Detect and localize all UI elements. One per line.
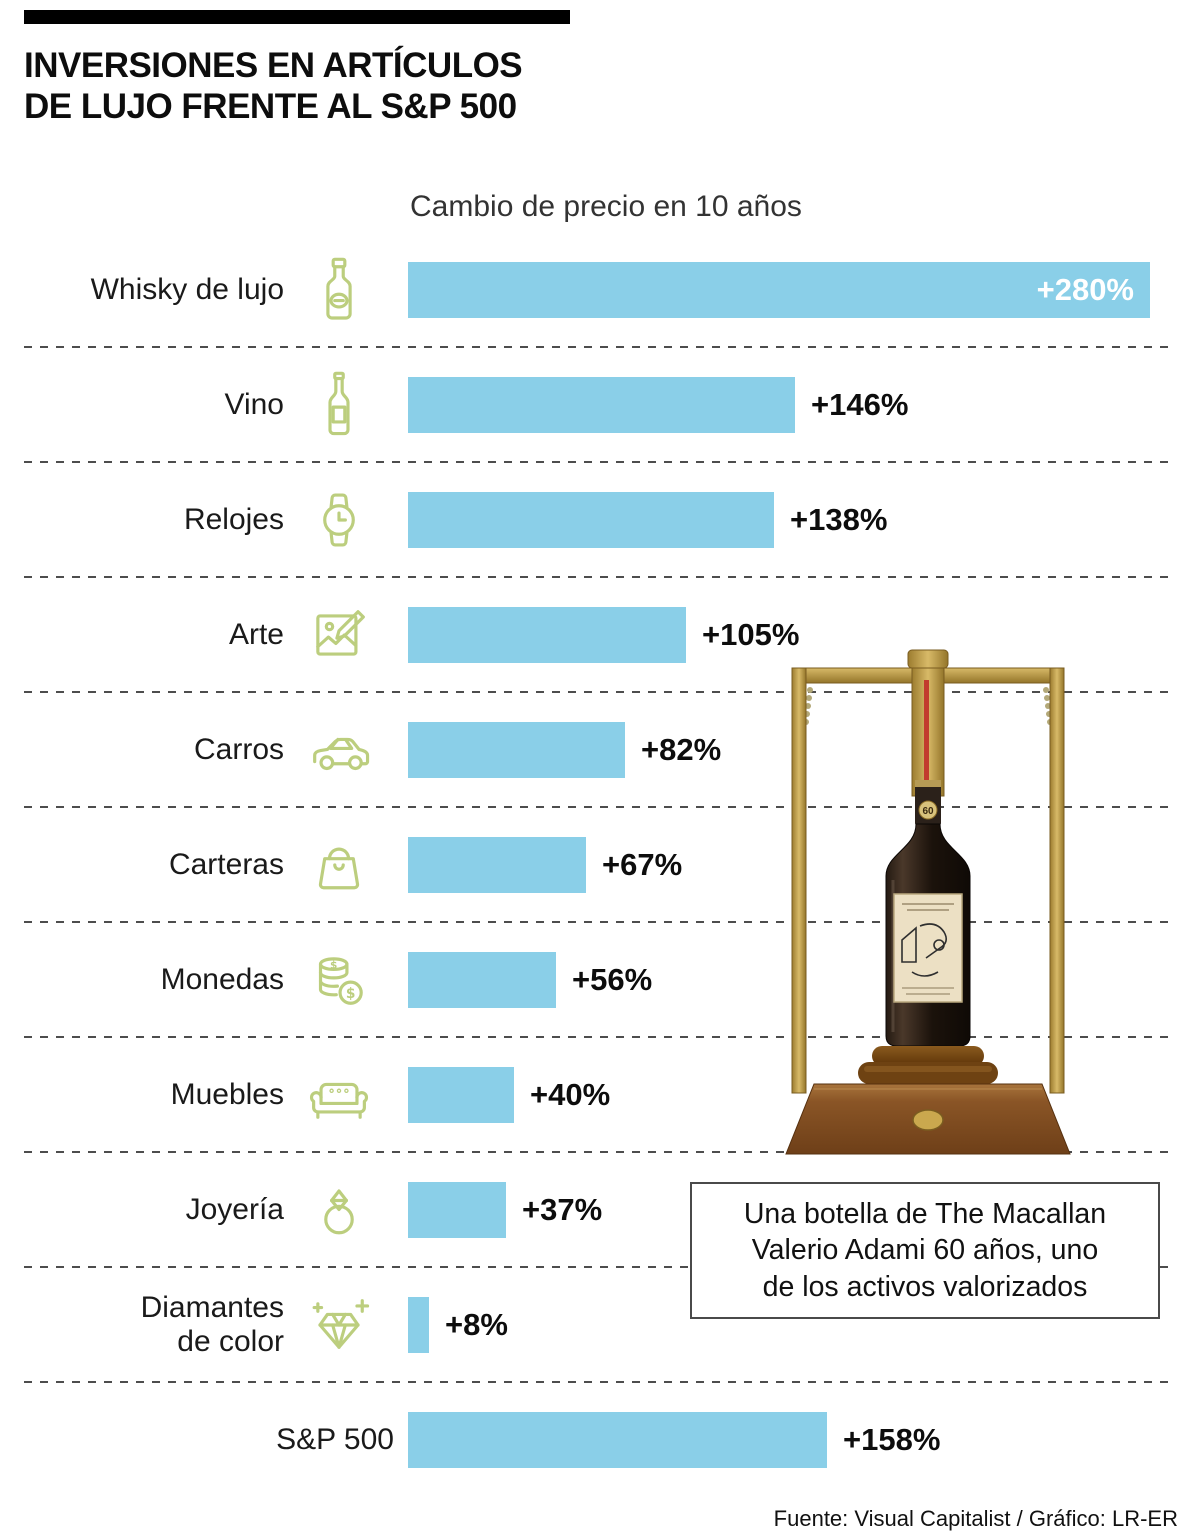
chart-row: S&P 500 +158% [0, 1382, 1200, 1497]
svg-text:$: $ [330, 959, 337, 971]
bar-value: +280% [1036, 271, 1134, 307]
art-picture-icon [284, 598, 394, 672]
bar [408, 951, 556, 1008]
chart-row: Carteras +67% [0, 807, 1200, 923]
coins-icon: $ $ [284, 943, 394, 1017]
chart-subtitle: Cambio de precio en 10 años [410, 190, 802, 223]
bar-value: +146% [811, 386, 909, 422]
base-plaque [912, 1109, 944, 1131]
bar [408, 376, 795, 433]
dashed-divider [24, 1036, 1176, 1038]
car-icon [284, 713, 394, 787]
category-label: Vino [224, 387, 284, 421]
sofa-icon [284, 1058, 394, 1132]
category-label: Monedas [160, 962, 284, 996]
category-label: Relojes [183, 502, 284, 536]
bar-chart: Whisky de lujo +280% Vino [0, 232, 1200, 1497]
chart-row: Arte +105% [0, 577, 1200, 693]
bar-value: +138% [790, 501, 888, 537]
caption-line-2: Valerio Adami 60 años, uno [751, 1234, 1099, 1267]
wine-bottle-icon [284, 368, 394, 442]
bar [408, 721, 625, 778]
photo-caption: Una botella de The Macallan Valerio Adam… [690, 1182, 1160, 1320]
bar-value: +56% [572, 961, 653, 997]
chart-row: Monedas $ $ +56% [0, 922, 1200, 1038]
chart-row: Carros +82% [0, 692, 1200, 808]
bar-value: +37% [522, 1191, 603, 1227]
bottle-label [893, 893, 963, 1003]
bar [408, 491, 774, 548]
caption-line-1: Una botella de The Macallan [743, 1198, 1107, 1230]
bar-value: +105% [702, 616, 800, 652]
bar-value: +67% [602, 846, 683, 882]
dashed-divider [24, 1381, 1176, 1383]
bar-value: +158% [843, 1421, 941, 1457]
chart-row: Vino +146% [0, 347, 1200, 463]
bar [408, 1181, 506, 1238]
category-label: Whisky de lujo [90, 272, 284, 306]
page-title-line-1: INVERSIONES EN ARTÍCULOS [24, 46, 523, 85]
wooden-base [785, 1083, 1071, 1155]
diamond-icon [284, 1288, 394, 1362]
bar [408, 1296, 429, 1353]
chart-row: Relojes +138% [0, 462, 1200, 578]
brass-frame [791, 649, 1065, 1094]
wristwatch-icon [284, 483, 394, 557]
dashed-divider [24, 1266, 1176, 1268]
bar: +280% [408, 261, 1150, 318]
page-title: INVERSIONES EN ARTÍCULOS DE LUJO FRENTE … [24, 46, 523, 128]
bottle-badge: 60 [922, 806, 934, 817]
chart-row: Diamantes de color +8% [0, 1267, 1200, 1383]
dashed-divider [24, 1151, 1176, 1153]
macallan-bottle-photo: 60 [752, 648, 1104, 1180]
svg-text:$: $ [346, 985, 356, 1001]
chart-row: Joyería +37% [0, 1152, 1200, 1268]
category-label: Carros [193, 732, 284, 766]
title-accent-bar [24, 10, 570, 24]
caption-line-3: de los activos valorizados [762, 1270, 1088, 1303]
whisky-bottle-icon [284, 253, 394, 327]
chart-row: Muebles +40% [0, 1037, 1200, 1153]
chart-row: Whisky de lujo +280% [0, 232, 1200, 348]
bar [408, 1066, 514, 1123]
dashed-divider [24, 691, 1176, 693]
page-title-line-2: DE LUJO FRENTE AL S&P 500 [24, 86, 517, 126]
bar-value: +82% [641, 731, 722, 767]
dashed-divider [24, 806, 1176, 808]
category-label: S&P 500 [276, 1422, 394, 1456]
bar [408, 606, 686, 663]
bar [408, 1411, 827, 1468]
dashed-divider [24, 346, 1176, 348]
category-label: Arte [228, 617, 284, 651]
category-label: Muebles [170, 1077, 284, 1111]
bar-value: +8% [445, 1306, 508, 1342]
bar [408, 836, 586, 893]
dashed-divider [24, 461, 1176, 463]
pedestal [858, 1046, 998, 1084]
bar-value: +40% [530, 1076, 611, 1112]
handbag-icon [284, 828, 394, 902]
ring-icon [284, 1173, 394, 1247]
dashed-divider [24, 576, 1176, 578]
source-credit: Fuente: Visual Capitalist / Gráfico: LR-… [773, 1506, 1178, 1531]
category-label: Carteras [168, 847, 284, 881]
dashed-divider [24, 921, 1176, 923]
category-label: Joyería [185, 1192, 284, 1226]
category-label: Diamantes de color [140, 1290, 284, 1358]
